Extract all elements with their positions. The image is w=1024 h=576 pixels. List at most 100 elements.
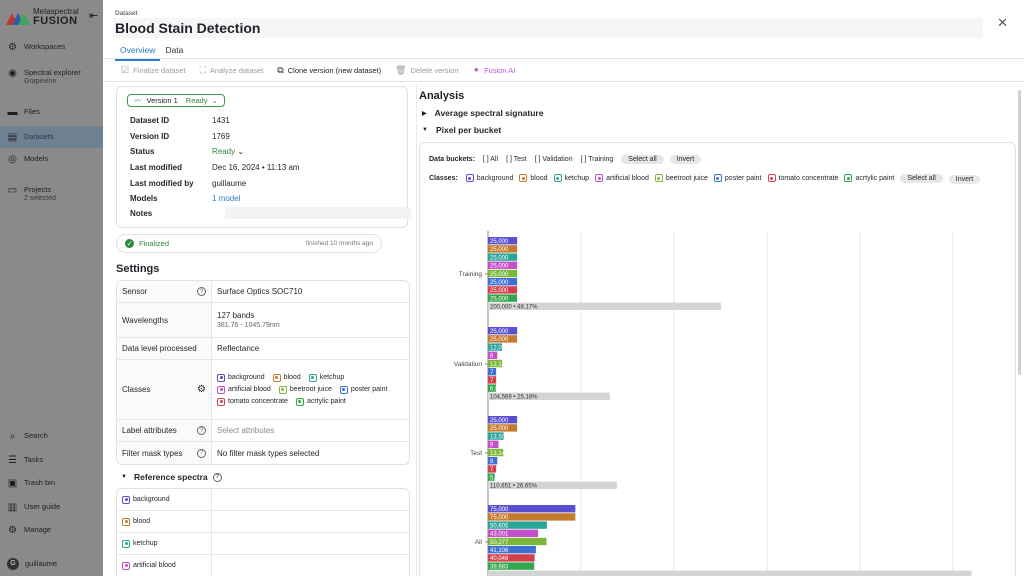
scrollbar[interactable] (1018, 90, 1021, 375)
sidebar-item-workspaces[interactable]: ⚙ Workspaces (0, 42, 103, 56)
tab-overview[interactable]: Overview (115, 42, 161, 61)
total-bar[interactable] (488, 570, 972, 576)
total-bar[interactable] (488, 302, 721, 310)
close-icon[interactable]: ✕ (997, 15, 1008, 30)
bar[interactable] (488, 448, 504, 457)
accordion-pixel-per-bucket[interactable]: ▼ Pixel per bucket (422, 125, 501, 135)
bar[interactable] (488, 237, 518, 245)
bar[interactable] (488, 384, 497, 392)
tab-data[interactable]: Data (165, 45, 184, 55)
sidebar-item-label: User guide (24, 502, 61, 511)
sidebar-item-spectral-explorer[interactable]: ◉ Spectral explorer Grapevine (0, 68, 103, 90)
fusion-ai-button[interactable]: ✦ Fusion AI (473, 65, 516, 76)
select-all-buckets-button[interactable]: Select all (621, 155, 664, 164)
bar[interactable] (488, 368, 497, 376)
reference-cell[interactable] (212, 555, 409, 576)
bar[interactable] (488, 546, 536, 554)
user-menu[interactable]: G guillaume (0, 557, 103, 570)
bucket-checkbox[interactable]: [ ] Validation (534, 156, 573, 163)
reference-row[interactable]: ketchup (117, 533, 409, 555)
bar[interactable] (488, 359, 503, 368)
bar[interactable] (488, 440, 499, 448)
sidebar-item-tasks[interactable]: ☰ Tasks (0, 455, 103, 467)
finalize-button[interactable]: ☑ Finalize dataset (121, 65, 186, 76)
class-filter-chip[interactable]: blood (519, 174, 548, 182)
reference-row[interactable]: artificial blood (117, 555, 409, 576)
bar[interactable] (488, 505, 576, 513)
bar[interactable] (488, 432, 504, 440)
class-filter-chip[interactable]: background (465, 174, 513, 182)
analyze-button[interactable]: ⛶ Analyze dataset (200, 65, 264, 76)
sidebar-item-user-guide[interactable]: ▥ User guide (0, 502, 103, 514)
accordion-average-signature[interactable]: ▶ Average spectral signature (422, 108, 543, 118)
bar[interactable] (488, 473, 495, 481)
bar[interactable] (488, 521, 547, 529)
bar[interactable] (488, 261, 518, 269)
sidebar-item-models[interactable]: ◎ Models (0, 154, 103, 168)
page-title[interactable]: Blood Stain Detection (115, 20, 261, 36)
class-filter-chip[interactable]: artificial blood (595, 174, 649, 182)
bar[interactable] (488, 269, 518, 278)
reference-cell[interactable] (212, 533, 409, 554)
sidebar-item-trash[interactable]: ▣ Trash bin (0, 478, 103, 490)
bar[interactable] (488, 537, 547, 546)
label-attributes-select[interactable]: Select attributes (212, 420, 409, 441)
total-bar[interactable] (488, 392, 610, 400)
reference-cell[interactable] (212, 489, 409, 510)
bucket-checkbox[interactable]: [ ] Test (506, 156, 527, 163)
sidebar-item-projects[interactable]: ▭ Projects 2 selected (0, 185, 103, 207)
invert-classes-button[interactable]: Invert (948, 175, 981, 184)
total-bar[interactable] (488, 481, 617, 489)
sidebar-item-manage[interactable]: ⚙ Manage (0, 525, 103, 537)
sidebar-item-files[interactable]: ▬ Files (0, 107, 103, 121)
invert-buckets-button[interactable]: Invert (669, 155, 702, 164)
bucket-checkbox[interactable]: [ ] All (482, 156, 499, 163)
notes-field[interactable] (225, 207, 411, 219)
help-icon[interactable]: ? (197, 448, 206, 458)
bar[interactable] (488, 529, 539, 537)
fusion-logo[interactable]: Metaspectral FUSION (6, 8, 79, 27)
bar[interactable] (488, 327, 518, 335)
gear-icon[interactable]: ⚙ (197, 384, 206, 395)
bar[interactable] (488, 351, 498, 359)
help-icon[interactable]: ? (212, 472, 222, 482)
delete-button[interactable]: 🗑︎ Delete version (395, 65, 458, 76)
status-dropdown[interactable]: Ready ⌄ (212, 147, 244, 156)
bar[interactable] (488, 294, 518, 302)
bar[interactable] (488, 278, 518, 286)
class-filter-chip[interactable]: tomato concentrate (767, 174, 838, 182)
bar[interactable] (488, 376, 497, 384)
sidebar-item-label: Projects (24, 185, 52, 194)
class-filter-chip[interactable]: poster paint (713, 174, 762, 182)
models-link[interactable]: 1 model (212, 194, 241, 203)
bar[interactable] (488, 554, 535, 562)
bar[interactable] (488, 343, 503, 351)
class-filter-chip[interactable]: beetroot juice (654, 174, 708, 182)
bar[interactable] (488, 562, 535, 570)
bar[interactable] (488, 457, 498, 465)
bar[interactable] (488, 245, 518, 253)
help-icon[interactable]: ? (197, 426, 206, 435)
version-selector[interactable]: 〰 Version 1 Ready ⌄ (127, 94, 225, 107)
help-icon[interactable]: ? (197, 287, 206, 296)
class-color-icon (122, 517, 130, 526)
bar[interactable] (488, 424, 518, 432)
bar[interactable] (488, 465, 497, 473)
select-all-classes-button[interactable]: Select all (900, 173, 943, 183)
reference-row[interactable]: background (117, 489, 409, 511)
bar[interactable] (488, 416, 518, 424)
clone-button[interactable]: ⧉ Clone version (new dataset) (277, 65, 381, 76)
bucket-checkbox[interactable]: [ ] Training (580, 156, 614, 163)
sidebar-item-search[interactable]: ⌕ Search (0, 431, 103, 443)
collapse-sidebar-icon[interactable]: ⇤ (89, 10, 99, 22)
reference-row[interactable]: blood (117, 511, 409, 533)
bar[interactable] (488, 513, 576, 521)
sidebar-item-datasets[interactable]: ▤ Datasets (0, 126, 103, 148)
bar[interactable] (488, 286, 518, 294)
bar[interactable] (488, 335, 518, 343)
bar[interactable] (488, 253, 518, 261)
reference-cell[interactable] (212, 511, 409, 532)
reference-spectra-toggle[interactable]: ▼ Reference spectra ? (121, 472, 222, 482)
class-filter-chip[interactable]: ketchup (553, 174, 589, 182)
class-filter-chip[interactable]: acrtylic paint (844, 174, 894, 182)
